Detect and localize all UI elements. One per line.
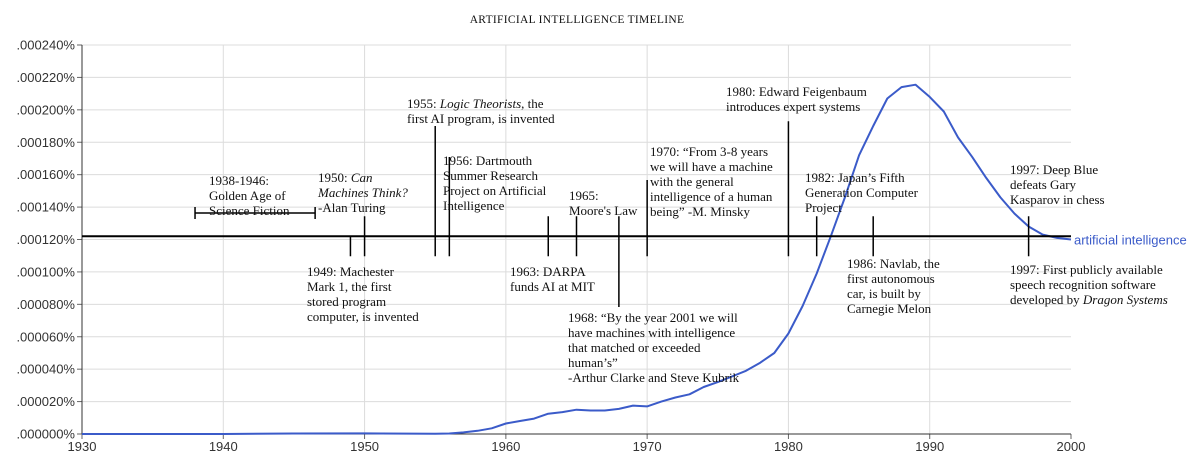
event-label: 1938-1946: Golden Age of Science Fiction bbox=[209, 173, 290, 218]
timeline-layer: 1938-1946: Golden Age of Science Fiction 19… bbox=[82, 84, 1168, 385]
event-label: 1956: Dartmouth Summer Research Project on… bbox=[443, 153, 547, 213]
event-label: 1965: Moore's Law bbox=[569, 188, 638, 218]
y-tick-label: .000240% bbox=[16, 38, 75, 53]
x-tick-label: 1950 bbox=[350, 439, 379, 454]
event-label: 1963: DARPA funds AI at MIT bbox=[510, 264, 595, 294]
y-tick-label: .000020% bbox=[16, 394, 75, 409]
y-tick-label: .000060% bbox=[16, 329, 75, 344]
event-label: 1997: Deep Blue defeats Gary Kasparov in c… bbox=[1010, 162, 1105, 207]
y-tick-label: .000220% bbox=[16, 70, 75, 85]
y-tick-label: .000180% bbox=[16, 135, 75, 150]
y-tick-label: .000120% bbox=[16, 232, 75, 247]
event-label: 1955: Logic Theorists, the first AI progr… bbox=[407, 96, 555, 126]
event-label: 1968: “By the year 2001 we will have mach… bbox=[568, 310, 740, 385]
event-label: 1949: Machester Mark 1, the first stored p… bbox=[307, 264, 419, 324]
x-tick-label: 1930 bbox=[68, 439, 97, 454]
x-tick-label: 1970 bbox=[633, 439, 662, 454]
series-label: artificial intelligence bbox=[1074, 233, 1187, 248]
y-tick-label: .000000% bbox=[16, 427, 75, 442]
event-label: 1950: Can Machines Think? -Alan Turing bbox=[317, 170, 408, 215]
x-tick-label: 1940 bbox=[209, 439, 238, 454]
y-tick-label: .000040% bbox=[16, 362, 75, 377]
axes: 1930 1940 1950 1960 1970 1980 1990 2000 .000000%… bbox=[16, 38, 1085, 455]
y-tick-label: .000080% bbox=[16, 297, 75, 312]
y-tick-label: .000140% bbox=[16, 200, 75, 215]
x-tick-label: 1990 bbox=[915, 439, 944, 454]
y-tick-label: .000100% bbox=[16, 264, 75, 279]
event-label: 1970: “From 3-8 years we will have a mach… bbox=[650, 144, 773, 219]
series-line bbox=[82, 83, 1072, 435]
event-label: 1986: Navlab, the first autonomous car, is… bbox=[847, 256, 940, 316]
x-tick-label: 1960 bbox=[491, 439, 520, 454]
y-tick-label: .000200% bbox=[16, 102, 75, 117]
y-tick-label: .000160% bbox=[16, 167, 75, 182]
event-label: 1982: Japan’s Fifth Generation Computer Pr… bbox=[805, 170, 919, 215]
x-tick-label: 1980 bbox=[774, 439, 803, 454]
event-label: 1997: First publicly available speech rec… bbox=[1010, 262, 1168, 307]
chart-title: ARTIFICIAL INTELLIGENCE TIMELINE bbox=[470, 14, 685, 26]
series-layer: artificial intelligence bbox=[82, 83, 1187, 435]
x-tick-label: 2000 bbox=[1057, 439, 1086, 454]
event-label: 1980: Edward Feigenbaum introduces expert… bbox=[726, 84, 867, 114]
